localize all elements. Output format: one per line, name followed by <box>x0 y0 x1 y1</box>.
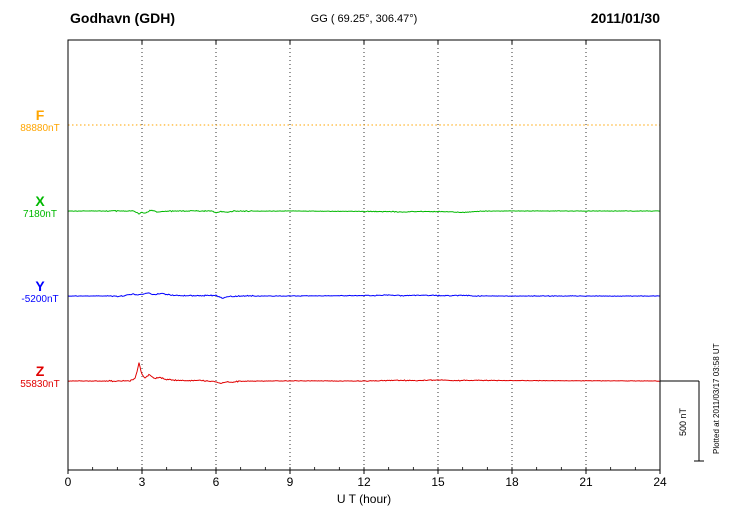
series-y-name: Y <box>35 278 45 294</box>
x-tick-label: 21 <box>579 475 593 489</box>
series-z-name: Z <box>35 363 45 379</box>
series-label-x: X 7180nT <box>8 194 72 221</box>
series-label-z: Z 55830nT <box>8 364 72 391</box>
plotted-at-note: Plotted at 2011/03/17 03:58 UT <box>712 343 721 455</box>
station-coordinates: GG ( 69.25°, 306.47°) <box>310 13 418 25</box>
x-tick-label: 12 <box>357 475 371 489</box>
x-axis-tick-labels: 0 3 6 9 12 15 18 21 24 <box>0 475 730 490</box>
scale-bar-label: 500 nT <box>678 407 688 437</box>
series-label-f: F 88880nT <box>8 108 72 135</box>
series-label-y: Y -5200nT <box>8 279 72 306</box>
station-title: Godhavn (GDH) <box>70 10 175 26</box>
x-tick-label: 9 <box>286 475 294 489</box>
series-x-baseline-value: 7180nT <box>23 209 57 220</box>
x-tick-label: 15 <box>431 475 445 489</box>
series-f-baseline-value: 88880nT <box>20 123 60 134</box>
x-axis-title: U T (hour) <box>336 492 392 506</box>
series-f-name: F <box>35 107 45 123</box>
x-tick-label: 6 <box>212 475 220 489</box>
x-tick-label: 0 <box>64 475 72 489</box>
x-tick-label: 3 <box>138 475 146 489</box>
series-x-name: X <box>35 193 45 209</box>
series-y-baseline-value: -5200nT <box>21 294 59 305</box>
x-tick-label: 24 <box>653 475 667 489</box>
series-z-baseline-value: 55830nT <box>20 379 60 390</box>
x-tick-label: 18 <box>505 475 519 489</box>
plot-date: 2011/01/30 <box>590 10 660 26</box>
